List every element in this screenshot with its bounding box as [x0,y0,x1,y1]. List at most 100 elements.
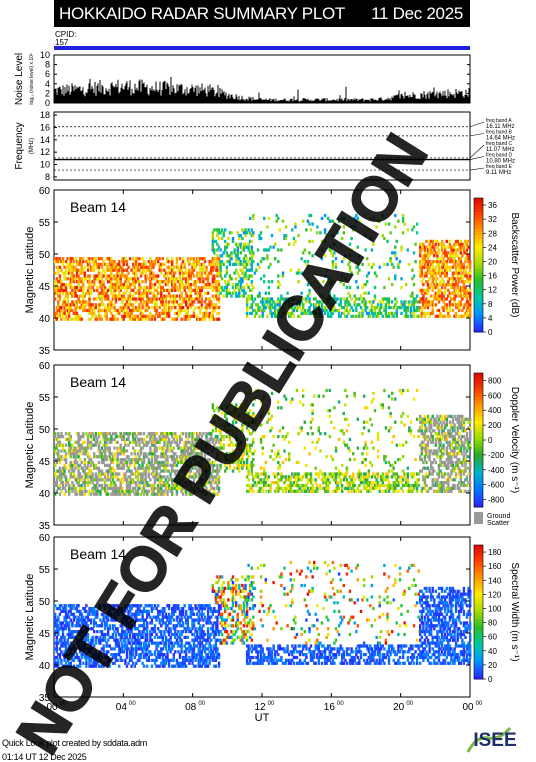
width-colorbar-tick-label: 160 [488,562,502,571]
power-colorbar-step [474,201,483,205]
width-ytick-label: 50 [39,597,51,608]
width-colorbar-tick-label: 140 [488,576,502,585]
velocity-colorbar-step [474,393,483,397]
power-colorbar-step [474,295,483,299]
width-ytick-label: 45 [39,629,51,640]
power-colorbar-step [474,245,483,249]
power-ytick-label: 50 [39,250,51,261]
power-colorbar-step [474,205,483,209]
power-colorbar-step [474,292,483,296]
width-colorbar-step [474,635,483,639]
velocity-ytick-label: 55 [39,393,51,404]
velocity-colorbar-tick-label: 200 [488,421,502,430]
width-colorbar-step [474,625,483,629]
width-colorbar-step [474,592,483,596]
width-colorbar-step [474,649,483,653]
velocity-colorbar-step [474,427,483,431]
velocity-colorbar-step [474,440,483,444]
power-colorbar-tick-label: 0 [488,328,493,337]
width-colorbar-step [474,572,483,576]
velocity-colorbar-step [474,463,483,467]
velocity-colorbar-step [474,400,483,404]
velocity-colorbar-step [474,477,483,481]
power-colorbar-step [474,252,483,256]
frequency-tick-label: 10 [40,160,50,170]
width-colorbar-label: Spectral Width (m s⁻¹) [509,562,520,661]
power-colorbar-step [474,221,483,225]
power-colorbar-tick-label: 24 [488,243,497,252]
velocity-colorbar-tick-label: -200 [488,451,505,460]
noise-tick-label: 0 [45,98,50,108]
velocity-colorbar-step [474,480,483,484]
velocity-colorbar-step [474,373,483,377]
cpid-bar [54,46,470,50]
footer-credit: Quick Look plot created by sddata.adm [2,738,147,748]
width-colorbar-tick-label: 80 [488,619,497,628]
power-colorbar-step [474,225,483,229]
isee-logo: ISEE [466,724,524,754]
width-colorbar-step [474,609,483,613]
power-colorbar-step [474,268,483,272]
velocity-colorbar-step [474,396,483,400]
width-colorbar-tick-label: 20 [488,661,497,670]
width-colorbar-step [474,599,483,603]
width-colorbar-tick-label: 0 [488,675,493,684]
width-colorbar-step [474,582,483,586]
power-ytick-label: 55 [39,218,51,229]
width-colorbar-step [474,555,483,559]
noise-tick-label: 2 [45,88,50,98]
frequency-tick-label: 14 [40,135,50,145]
width-ytick-label: 55 [39,565,51,576]
power-colorbar-tick-label: 28 [488,229,497,238]
velocity-colorbar-step [474,430,483,434]
width-xtick-label: 20 [393,702,405,713]
velocity-colorbar-step [474,450,483,454]
width-colorbar-step [474,666,483,670]
frequency-band-connector [470,168,484,170]
noise-tick-label: 8 [45,60,50,70]
width-colorbar-step [474,672,483,676]
width-xtick-label: 16 [324,702,336,713]
velocity-colorbar-step [474,487,483,491]
velocity-colorbar-tick-label: 800 [488,376,502,385]
power-colorbar-tick-label: 32 [488,215,497,224]
power-colorbar-step [474,309,483,313]
frequency-tick-label: 8 [45,172,50,182]
power-colorbar-step [474,278,483,282]
velocity-colorbar-step [474,484,483,488]
power-ylabel: Magnetic Latitude [24,227,36,314]
power-colorbar-step [474,315,483,319]
power-colorbar-tick-label: 4 [488,314,493,323]
velocity-colorbar-step [474,447,483,451]
velocity-colorbar-step [474,420,483,424]
width-xtick-sup: 00 [337,701,344,707]
width-colorbar-step [474,552,483,556]
power-colorbar-step [474,242,483,246]
width-colorbar-tick-label: 120 [488,590,502,599]
width-xtick-label: 00 [462,702,474,713]
velocity-colorbar-step [474,453,483,457]
frequency-tick-label: 18 [40,110,50,120]
velocity-colorbar-step [474,417,483,421]
cpid-value: 157 [55,38,69,47]
velocity-ground-label-2: Scatter [487,520,510,527]
frequency-band-connector [470,145,484,158]
power-colorbar-step [474,312,483,316]
width-colorbar-tick-label: 40 [488,647,497,656]
power-colorbar-tick-label: 16 [488,272,497,281]
noise-tick-label: 10 [40,50,50,60]
width-colorbar-step [474,545,483,549]
width-colorbar-step [474,615,483,619]
power-colorbar-step [474,302,483,306]
velocity-colorbar-step [474,437,483,441]
velocity-colorbar-label: Doppler Velocity (m s⁻¹) [509,387,520,493]
velocity-ytick-label: 35 [39,521,51,532]
velocity-colorbar-step [474,443,483,447]
frequency-band-connector [470,122,484,127]
power-beam-label: Beam 14 [70,199,126,215]
width-colorbar-step [474,632,483,636]
power-colorbar-step [474,265,483,269]
power-colorbar-step [474,299,483,303]
width-ylabel: Magnetic Latitude [24,574,36,661]
